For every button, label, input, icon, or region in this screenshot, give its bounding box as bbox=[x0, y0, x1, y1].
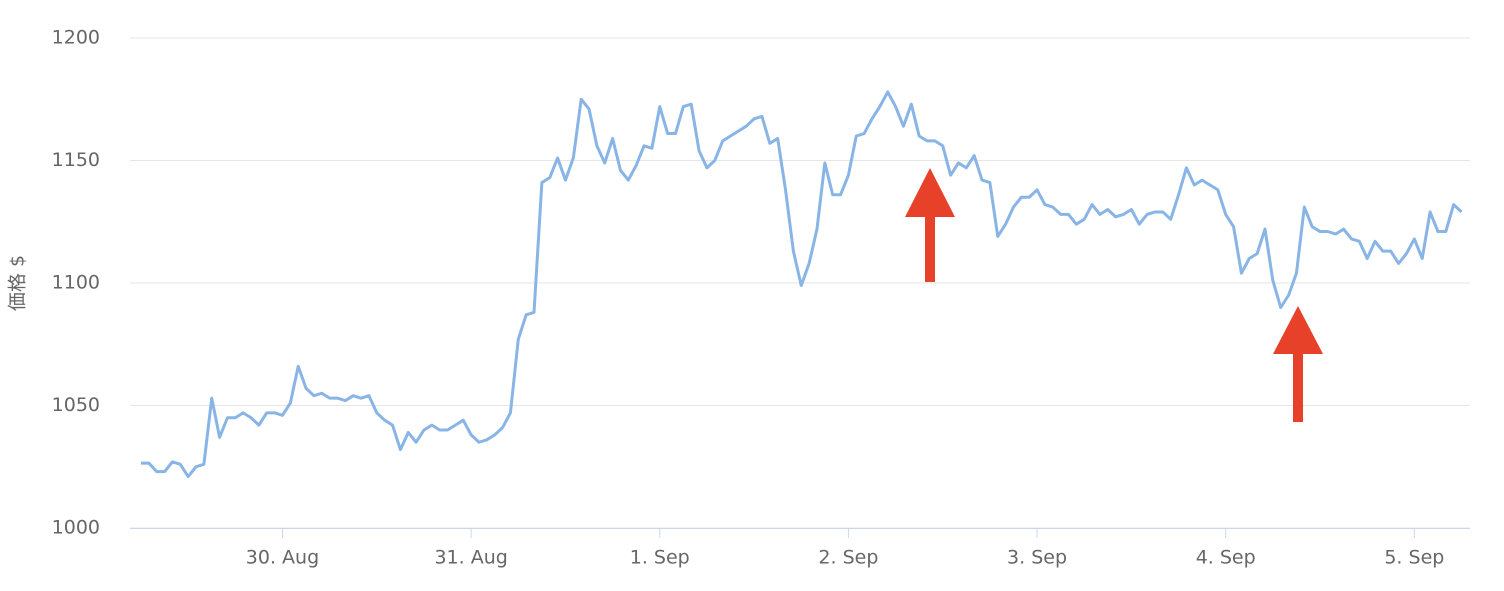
x-tick-label: 2. Sep bbox=[818, 547, 878, 569]
y-tick-label: 1050 bbox=[52, 394, 100, 416]
y-tick-label: 1000 bbox=[52, 517, 100, 539]
annotation-arrow bbox=[905, 168, 1323, 422]
y-tick-label: 1150 bbox=[52, 149, 100, 171]
y-tick-label: 1200 bbox=[52, 27, 100, 49]
x-tick-label: 30. Aug bbox=[246, 547, 319, 569]
x-tick-label: 3. Sep bbox=[1007, 547, 1067, 569]
x-tick-label: 31. Aug bbox=[434, 547, 507, 569]
plot-area: 1000 1050 1100 1150 1200 30. Aug 31. Aug 1. Sep… bbox=[52, 27, 1470, 569]
price-line bbox=[141, 90, 1463, 479]
y-tick-label: 1100 bbox=[52, 272, 100, 294]
y-axis-label: 価格 $ bbox=[7, 255, 29, 311]
x-tick-label: 1. Sep bbox=[630, 547, 690, 569]
x-tick-label: 4. Sep bbox=[1196, 547, 1256, 569]
x-tick-label: 5. Sep bbox=[1384, 547, 1444, 569]
